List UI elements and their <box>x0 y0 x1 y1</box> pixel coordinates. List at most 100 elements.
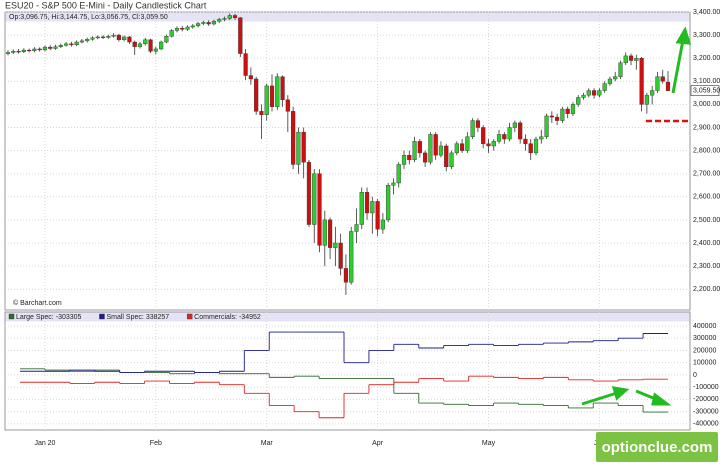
candle-body <box>243 53 248 76</box>
candle-body <box>475 120 481 128</box>
arrow-head <box>651 392 672 406</box>
arrow-head <box>675 26 692 45</box>
y-tick-label: 3,100.00 <box>693 78 720 85</box>
y-tick-label: 300000 <box>693 335 716 342</box>
candle-body <box>153 48 158 52</box>
candle-body <box>433 134 438 156</box>
credit: © Barchart.com <box>13 299 62 307</box>
candle-body <box>85 39 90 42</box>
candle-body <box>248 75 253 80</box>
y-tick-label: 400000 <box>693 323 716 330</box>
chart-title: ESU20 - S&P 500 E-Mini - Daily Candlesti… <box>5 0 207 10</box>
candle-body <box>127 36 132 43</box>
candle-body <box>354 224 359 232</box>
candle-body <box>396 164 401 184</box>
candle-body <box>306 161 312 225</box>
candle-body <box>11 51 16 53</box>
info-band <box>5 12 690 22</box>
candle-body <box>444 145 449 167</box>
legend-value: 338257 <box>146 314 169 321</box>
candle-body <box>37 48 42 51</box>
candle-body <box>539 136 544 140</box>
candle-body <box>301 131 306 163</box>
candle-body <box>95 36 100 39</box>
candle-body <box>27 49 32 52</box>
candle-body <box>122 36 127 40</box>
candle-body <box>586 90 591 96</box>
candle-body <box>69 43 74 46</box>
y-tick-label: 3,200.00 <box>693 55 720 62</box>
candle-body <box>169 30 174 37</box>
candle-body <box>227 15 232 19</box>
candle-body <box>16 51 21 53</box>
legend-value: -34952 <box>239 314 261 321</box>
last-price-box <box>690 85 720 96</box>
last-price-label: 3,059.50 <box>693 88 720 95</box>
candle-body <box>90 37 95 40</box>
x-tick-label: Jan 20 <box>34 440 55 447</box>
candle-body <box>5 52 11 54</box>
candle-body <box>116 34 121 40</box>
y-tick-label: 2,600.00 <box>693 194 720 201</box>
candle-body <box>269 85 275 107</box>
candle-body <box>407 155 412 161</box>
candle-body <box>438 145 444 156</box>
annotation-arrows <box>581 26 692 406</box>
candle-body <box>459 143 465 151</box>
candle-body <box>644 94 649 105</box>
candle-body <box>581 94 586 98</box>
candle-body <box>502 134 507 140</box>
candle-body <box>106 36 111 38</box>
candle-body <box>232 15 238 18</box>
candle-body <box>496 134 502 142</box>
candle-body <box>597 90 602 96</box>
y-tick-label: 2,200.00 <box>693 286 720 293</box>
candle-body <box>401 155 407 165</box>
candle-body <box>317 173 322 246</box>
candle-body <box>555 116 560 121</box>
arrow-up <box>671 39 685 94</box>
candle-body <box>322 219 327 246</box>
y-tick-label: 3,000.00 <box>693 101 720 108</box>
ohlc-info: Op:3,096.75, Hi:3,144.75, Lo:3,056.75, C… <box>9 14 168 21</box>
candle-body <box>386 185 391 221</box>
candle-body <box>481 127 486 144</box>
candle-body <box>570 104 576 114</box>
candle-body <box>549 115 554 118</box>
legend-name: Small Spec: <box>106 314 143 321</box>
candle-body <box>634 58 639 61</box>
x-tick-label: Apr <box>372 440 384 447</box>
candle-body <box>264 85 269 115</box>
candle-body <box>470 120 475 137</box>
y-tick-label: 2,300.00 <box>693 263 720 270</box>
y-tick-label: 3,400.00 <box>693 9 720 16</box>
candle-body <box>100 36 106 38</box>
candle-body <box>195 23 201 27</box>
candle-body <box>544 115 549 137</box>
candle-body <box>507 127 512 140</box>
y-tick-label: 2,800.00 <box>693 147 720 154</box>
candle-body <box>523 138 528 144</box>
candle-body <box>132 41 137 47</box>
candle-body <box>359 191 364 225</box>
candle-body <box>79 40 85 43</box>
y-tick-label: 2,700.00 <box>693 171 720 178</box>
candle-body <box>174 27 180 31</box>
candle-body <box>465 136 470 151</box>
candle-body <box>665 81 671 91</box>
y-tick-label: -400000 <box>693 421 719 428</box>
legend-name: Commercials: <box>194 314 237 321</box>
candle-body <box>380 219 385 230</box>
candle-body <box>576 97 581 105</box>
candle-body <box>423 152 428 163</box>
y-tick-label: 2,900.00 <box>693 124 720 131</box>
candle-body <box>201 22 206 24</box>
watermark-box <box>596 432 718 462</box>
candle-body <box>137 43 143 47</box>
candle-body <box>412 141 417 161</box>
candle-body <box>63 43 69 46</box>
candle-body <box>291 111 296 165</box>
candle-body <box>417 141 422 154</box>
y-tick-label: -300000 <box>693 408 719 415</box>
